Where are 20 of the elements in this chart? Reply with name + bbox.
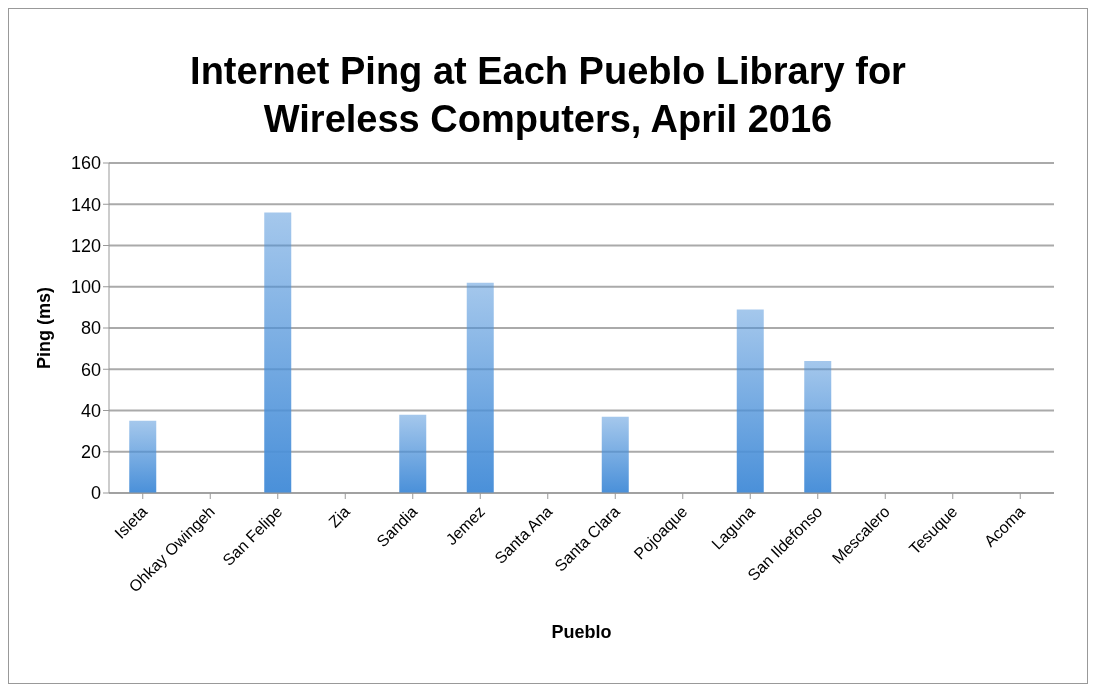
y-tick-label: 80 [80, 318, 101, 339]
y-tick-label: 140 [70, 194, 101, 215]
bar [129, 420, 157, 493]
bar [399, 414, 427, 493]
y-tick-label: 100 [70, 277, 101, 298]
y-tick-label: 40 [80, 400, 101, 421]
x-axis-title: Pueblo [551, 622, 612, 642]
bar [466, 282, 494, 493]
y-axis-title: Ping (ms) [34, 286, 55, 370]
y-tick-label: 60 [80, 359, 101, 380]
y-tick-label: 20 [80, 442, 101, 463]
y-tick-label: 160 [70, 153, 101, 174]
chart-title: Internet Ping at Each Pueblo Library for Wireless Computers, April 2016 [189, 49, 907, 142]
bar [736, 309, 764, 493]
y-tick-label: 120 [70, 235, 101, 256]
bar [264, 212, 292, 493]
bar [804, 361, 832, 493]
x-tick-label: Zia [325, 502, 354, 531]
bar [601, 416, 629, 493]
y-tick-label: 0 [90, 483, 101, 504]
